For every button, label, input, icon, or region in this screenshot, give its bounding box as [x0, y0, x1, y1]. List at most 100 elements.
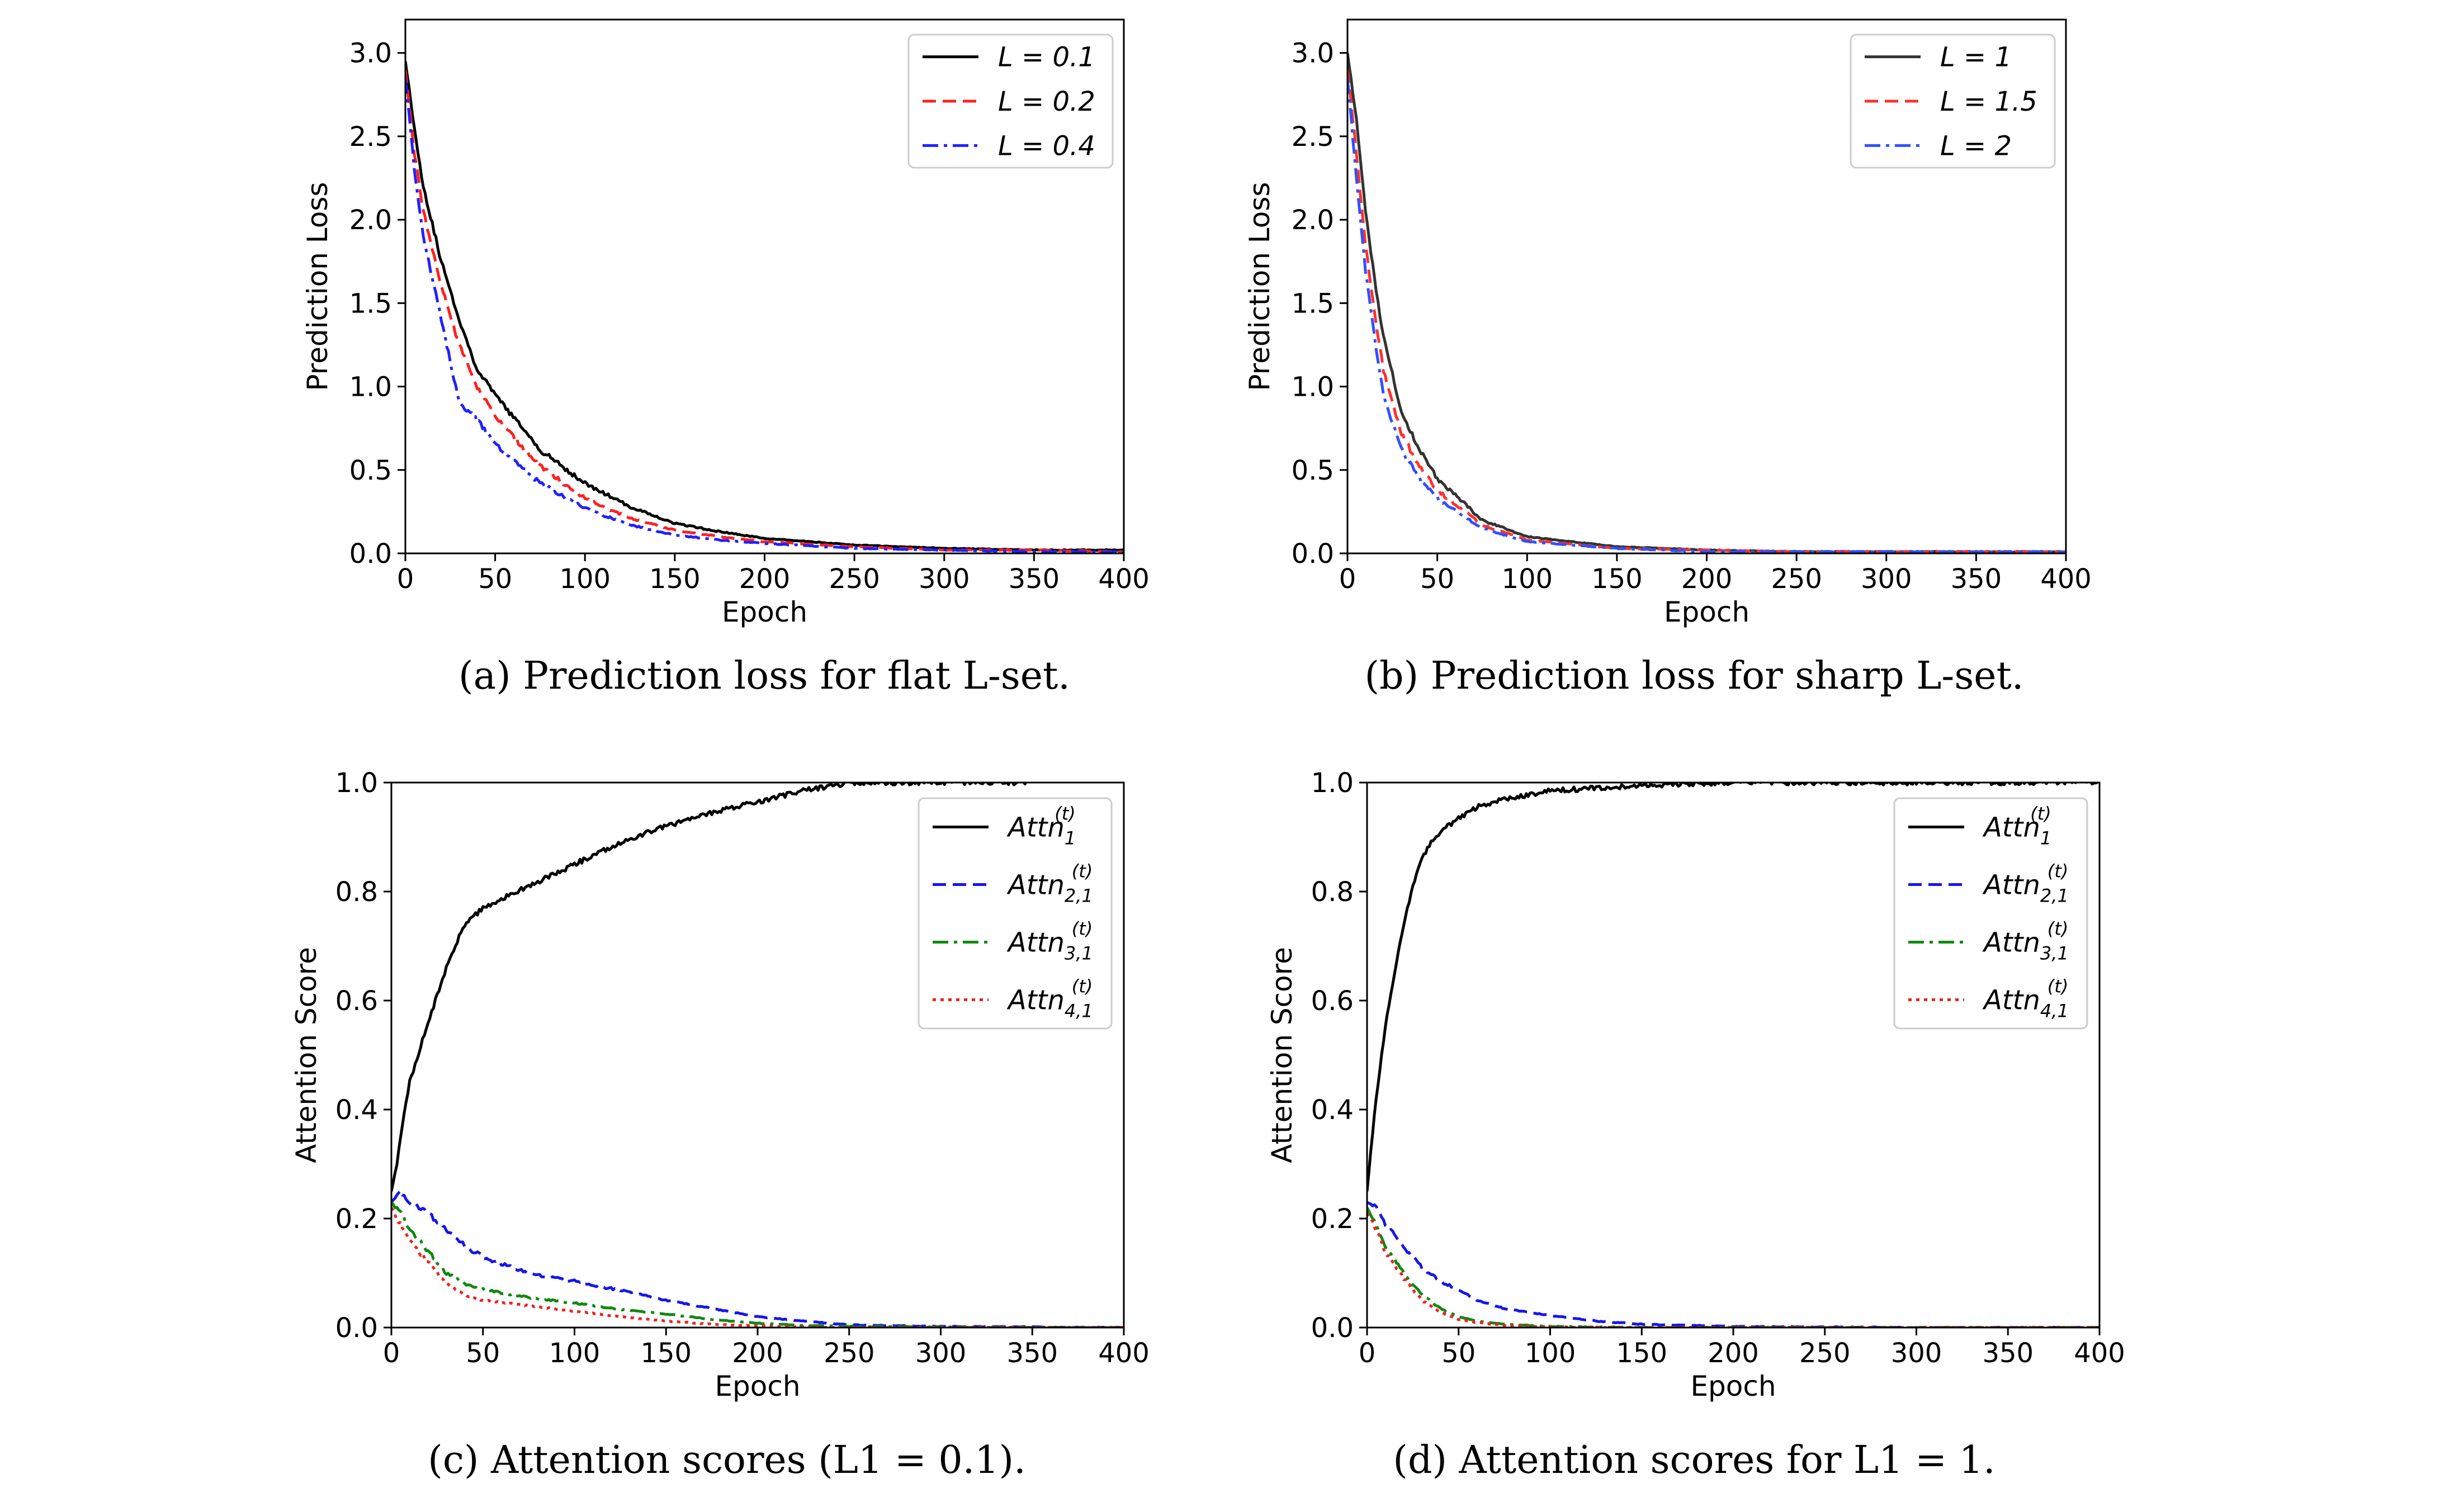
x-tick-label: 300 [1861, 563, 1912, 595]
y-tick-label: 0.0 [349, 538, 392, 570]
legend-box [918, 797, 1113, 1030]
y-tick-label: 2.5 [1292, 121, 1334, 153]
legend-label: L = 2 [1940, 130, 2012, 162]
legend-subscript: 1 [1065, 828, 1076, 849]
x-tick-label: 400 [2040, 563, 2092, 595]
legend-subscript: 2,1 [2040, 885, 2069, 907]
series-line-d-2 [1367, 1201, 2099, 1328]
y-axis-label: Prediction Loss [1243, 182, 1276, 391]
figure-caption-b: (b) Prediction loss for sharp L-set. [1365, 654, 2024, 698]
series-line-c-2 [391, 1189, 1124, 1328]
legend-superscript: (t) [1072, 976, 1093, 997]
x-tick-label: 100 [1501, 563, 1553, 595]
y-tick-label: 0.5 [349, 455, 392, 486]
x-tick-label: 150 [649, 563, 701, 595]
x-tick-label: 300 [915, 1338, 967, 1369]
series-line-b-3 [1347, 78, 2066, 553]
x-tick-label: 400 [1098, 1338, 1150, 1369]
y-tick-label: 0.0 [1292, 538, 1334, 570]
legend-superscript: (t) [2047, 918, 2069, 940]
legend-a: L = 0.1 L = 0.2 L = 0.4 [907, 34, 1114, 169]
y-tick-label: 0.8 [1311, 876, 1354, 908]
legend-superscript: (t) [1055, 803, 1076, 824]
x-tick-label: 0 [397, 563, 414, 595]
x-tick-label: 350 [1009, 563, 1060, 595]
legend-d: Attn1(t)Attn2,1(t)Attn3,1(t)Attn4,1(t) [1893, 797, 2088, 1030]
legend-subscript: 4,1 [2040, 1001, 2069, 1022]
x-tick-label: 50 [1420, 563, 1454, 595]
x-tick-label: 250 [829, 563, 880, 595]
legend-label: L = 0.1 [998, 42, 1095, 73]
legend-subscript: 3,1 [1065, 943, 1093, 964]
legend-superscript: (t) [1072, 918, 1093, 940]
y-tick-label: 1.5 [1292, 288, 1334, 319]
series-line-d-1 [1367, 783, 2099, 1192]
y-tick-label: 2.0 [349, 205, 392, 236]
x-tick-label: 300 [919, 563, 970, 595]
figure-caption-d: (d) Attention scores for L1 = 1. [1393, 1438, 1995, 1482]
y-tick-label: 0.2 [335, 1203, 378, 1235]
x-tick-label: 250 [1771, 563, 1822, 595]
y-tick-label: 2.0 [1292, 205, 1334, 236]
y-tick-label: 0.2 [1311, 1203, 1354, 1235]
x-tick-label: 50 [1441, 1338, 1476, 1369]
legend-subscript: 2,1 [1065, 885, 1093, 907]
y-axis-label: Prediction Loss [301, 182, 334, 391]
series-line-c-4 [391, 1207, 1124, 1328]
y-tick-label: 1.0 [1311, 767, 1354, 799]
x-tick-label: 400 [1098, 563, 1150, 595]
x-tick-label: 50 [478, 563, 512, 595]
legend-label: L = 0.4 [998, 130, 1095, 162]
x-tick-label: 100 [559, 563, 611, 595]
x-tick-label: 300 [1891, 1338, 1942, 1369]
y-tick-label: 0.0 [1311, 1312, 1354, 1344]
series-line-d-3 [1367, 1207, 2099, 1328]
legend-subscript: 4,1 [1065, 1001, 1093, 1022]
y-tick-label: 3.0 [349, 38, 392, 69]
legend-subscript: 3,1 [2040, 943, 2069, 964]
x-tick-label: 250 [1799, 1338, 1851, 1369]
y-tick-label: 2.5 [349, 121, 392, 153]
legend-c: Attn1(t)Attn2,1(t)Attn3,1(t)Attn4,1(t) [918, 797, 1113, 1030]
x-axis-label: Epoch [722, 596, 807, 628]
y-tick-label: 0.0 [335, 1312, 378, 1344]
y-axis-label: Attention Score [290, 947, 323, 1163]
x-tick-label: 0 [1359, 1338, 1376, 1369]
figure-caption-c: (c) Attention scores (L1 = 0.1). [428, 1438, 1025, 1482]
x-tick-label: 200 [1681, 563, 1733, 595]
y-tick-label: 0.5 [1292, 455, 1334, 486]
x-tick-label: 250 [824, 1338, 875, 1369]
chart-panel-b: 0 50 100 150 200 250 300 350 400 0.0 0.5 1.0 1.5 2.0 2… [1243, 18, 2092, 698]
y-tick-label: 0.4 [335, 1094, 378, 1126]
y-tick-label: 0.8 [335, 876, 378, 908]
legend-box [1893, 797, 2088, 1030]
x-tick-label: 0 [1339, 563, 1356, 595]
chart-panel-c: 0 50 100 150 200 250 300 350 400 0.0 0.2 0.4 0.6 0.8 1… [290, 767, 1150, 1482]
legend-subscript: 1 [2040, 828, 2051, 849]
legend-superscript: (t) [1072, 861, 1093, 882]
x-tick-label: 150 [640, 1338, 692, 1369]
x-tick-label: 100 [1525, 1338, 1576, 1369]
x-tick-label: 350 [1006, 1338, 1058, 1369]
legend-box [907, 34, 1114, 169]
legend-b: L = 1 L = 1.5 L = 2 [1850, 34, 2056, 169]
y-axis-label: Attention Score [1266, 947, 1298, 1163]
y-tick-label: 0.4 [1311, 1094, 1354, 1126]
chart-panel-a: 0 50 100 150 200 250 300 350 400 0.0 0.5 1.0 1.5 2.0 2… [301, 18, 1150, 698]
series-line-c-1 [391, 783, 1032, 1192]
series-line-d-4 [1367, 1212, 2099, 1328]
x-axis-label: Epoch [715, 1370, 800, 1402]
x-tick-label: 200 [1708, 1338, 1759, 1369]
y-tick-label: 0.6 [335, 985, 378, 1017]
x-tick-label: 350 [1982, 1338, 2034, 1369]
legend-superscript: (t) [2047, 861, 2069, 882]
x-tick-label: 350 [1951, 563, 2002, 595]
y-tick-label: 1.0 [1292, 372, 1334, 403]
legend-label: L = 1.5 [1940, 86, 2037, 117]
legend-box [1850, 34, 2056, 169]
x-axis-label: Epoch [1690, 1370, 1776, 1402]
chart-panel-d: 0 50 100 150 200 250 300 350 400 0.0 0.2 0.4 0.6 0.8 1… [1266, 767, 2125, 1482]
x-tick-label: 400 [2074, 1338, 2125, 1369]
y-tick-label: 1.0 [349, 372, 392, 403]
